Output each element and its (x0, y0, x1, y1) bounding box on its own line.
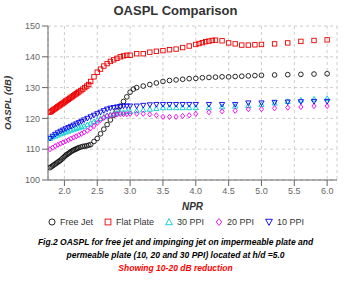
html-text:30 PPI: 30 PPI (177, 217, 204, 227)
svg-text:150: 150 (25, 21, 40, 31)
html-text:Showing 10-20 dB reduction: Showing 10-20 dB reduction (118, 263, 233, 273)
svg-text:100: 100 (25, 175, 40, 185)
html-text:10 PPI: 10 PPI (277, 217, 305, 227)
svg-text:4.0: 4.0 (190, 186, 203, 196)
svg-text:6.0: 6.0 (321, 186, 334, 196)
svg-text:140: 140 (25, 52, 40, 62)
html-text:permeable plate (10, 20 and 30: permeable plate (10, 20 and 30 PPI) loca… (66, 250, 285, 260)
svg-text:3.0: 3.0 (124, 186, 137, 196)
svg-text:110: 110 (26, 144, 40, 154)
html-text:OASPL Comparison: OASPL Comparison (113, 3, 238, 18)
svg-text:120: 120 (25, 114, 40, 124)
html-text:Free Jet: Free Jet (59, 217, 93, 227)
svg-text:130: 130 (25, 83, 40, 93)
svg-text:4.5: 4.5 (222, 186, 235, 196)
svg-text:5.0: 5.0 (255, 186, 268, 196)
svg-text:2.5: 2.5 (91, 186, 104, 196)
svg-text:OASPL (dB): OASPL (dB) (8, 76, 13, 130)
html-text:20 PPI: 20 PPI (227, 217, 254, 227)
svg-text:5.5: 5.5 (288, 186, 301, 196)
html-text:Fig.2 OASPL for free jet and i: Fig.2 OASPL for free jet and impinging j… (37, 237, 314, 247)
html-text:Flat Plate: Flat Plate (115, 217, 154, 227)
svg-text:3.5: 3.5 (157, 186, 170, 196)
svg-text:2.0: 2.0 (58, 186, 71, 196)
svg-text:NPR: NPR (182, 201, 204, 210)
